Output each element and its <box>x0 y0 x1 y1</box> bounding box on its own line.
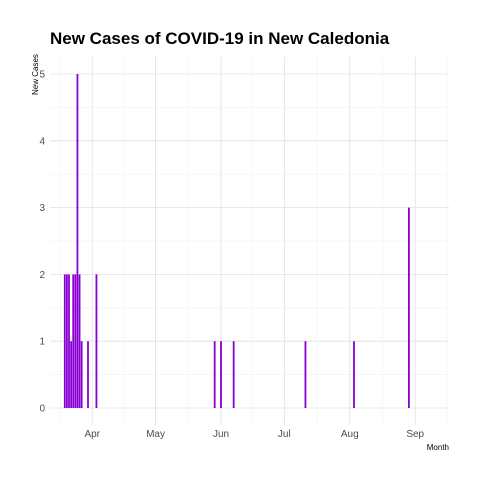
x-tick-label: Jul <box>278 429 291 440</box>
bar <box>65 274 68 408</box>
bar <box>76 74 79 408</box>
y-tick-label: 1 <box>39 337 45 348</box>
bar <box>87 341 89 408</box>
grid-lines <box>50 57 449 425</box>
y-tick-label: 5 <box>39 70 45 81</box>
bar <box>70 341 73 408</box>
bar <box>304 341 307 408</box>
x-tick-label: May <box>146 429 165 440</box>
y-axis-title: New Cases <box>31 54 40 95</box>
bar <box>407 207 410 408</box>
chart-title: New Cases of COVID-19 in New Caledonia <box>50 29 390 48</box>
bar <box>80 341 83 408</box>
x-tick-label: Apr <box>84 429 100 440</box>
bar <box>63 274 66 408</box>
bar <box>78 274 81 408</box>
bar <box>95 274 98 408</box>
y-tick-label: 2 <box>39 270 45 281</box>
x-tick-label: Sep <box>406 429 424 440</box>
y-axis-ticks: 0 1 2 3 4 5 <box>39 70 45 415</box>
bar <box>68 274 70 408</box>
y-tick-label: 0 <box>39 404 45 415</box>
bar <box>74 274 77 408</box>
x-axis-ticks: Apr May Jun Jul Aug Sep <box>84 429 424 440</box>
x-tick-label: Aug <box>341 429 359 440</box>
bar <box>353 341 355 408</box>
y-tick-label: 4 <box>39 136 45 147</box>
bar <box>72 274 75 408</box>
bars <box>63 74 410 408</box>
bar <box>213 341 216 408</box>
bar <box>232 341 235 408</box>
y-tick-label: 3 <box>39 203 45 214</box>
x-tick-label: Jun <box>213 429 229 440</box>
x-axis-title: Month <box>427 443 449 452</box>
bar <box>220 341 222 408</box>
